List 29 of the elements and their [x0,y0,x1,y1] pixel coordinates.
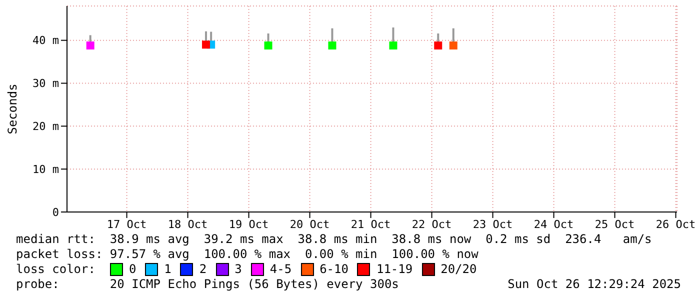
text: probe: 20 ICMP Echo Pings (56 Bytes) every 300s [16,277,399,292]
y-tick-label: 0 [52,206,59,219]
y-tick-label: 10 m [32,162,60,176]
x-tick-label: 24 Oct [534,218,574,231]
legend-label: 4-5 [270,262,292,277]
legend-label: 20/20 [440,262,477,277]
x-tick-label: 25 Oct [594,218,635,231]
x-tick-label: 20 Oct [290,218,330,231]
legend-label: 1 [164,262,172,277]
y-tick-label: 30 m [32,77,60,90]
y-axis-title: Seconds [5,84,20,134]
x-tick-label: 22 Oct [412,218,452,231]
legend-title: loss color: [16,262,96,277]
text: Sun Oct 26 12:29:24 2025 [508,277,681,292]
legend-label: 3 [234,262,242,277]
x-tick-label: 26 Oct [656,218,696,231]
legend-label: 2 [199,262,207,277]
x-tick-label: 23 Oct [472,218,513,231]
legend-label: 6-10 [320,262,348,277]
text: packet loss: 97.57 % avg 100.00 % max 0.00 % min 100.00 % now [16,247,480,262]
x-tick-label: 19 Oct [228,218,269,231]
text: median rtt: 38.9 ms avg 39.2 ms max 38.8 ms min 38.8 ms now 0.2 ms sd 236.4 am/s [16,232,653,247]
legend-label: 0 [128,262,136,277]
x-tick-label: 18 Oct [168,218,208,231]
y-tick-label: 20 m [32,120,60,134]
x-tick-label: 17 Oct [106,218,147,231]
x-tick-label: 21 Oct [350,218,391,231]
legend-label: 11-19 [376,262,413,277]
y-tick-label: 40 m [32,34,60,48]
